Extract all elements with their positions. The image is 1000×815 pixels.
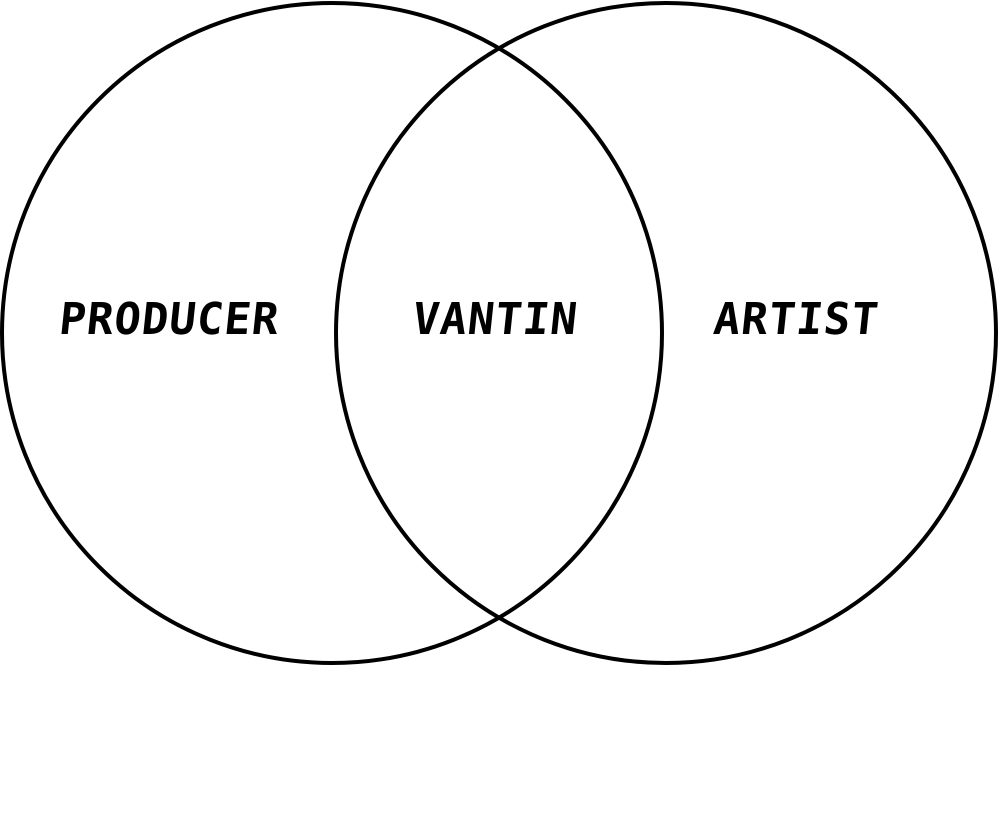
intersection-label-group: VANTIN: [410, 294, 580, 345]
artist-label: ARTIST: [711, 294, 881, 345]
producer-label: PRODUCER: [57, 294, 282, 345]
artist-label-group: ARTIST: [711, 294, 881, 345]
producer-circle: [0, 1, 664, 665]
producer-label-group: PRODUCER: [57, 294, 282, 345]
artist-circle: [334, 1, 998, 665]
intersection-label: VANTIN: [410, 294, 580, 345]
